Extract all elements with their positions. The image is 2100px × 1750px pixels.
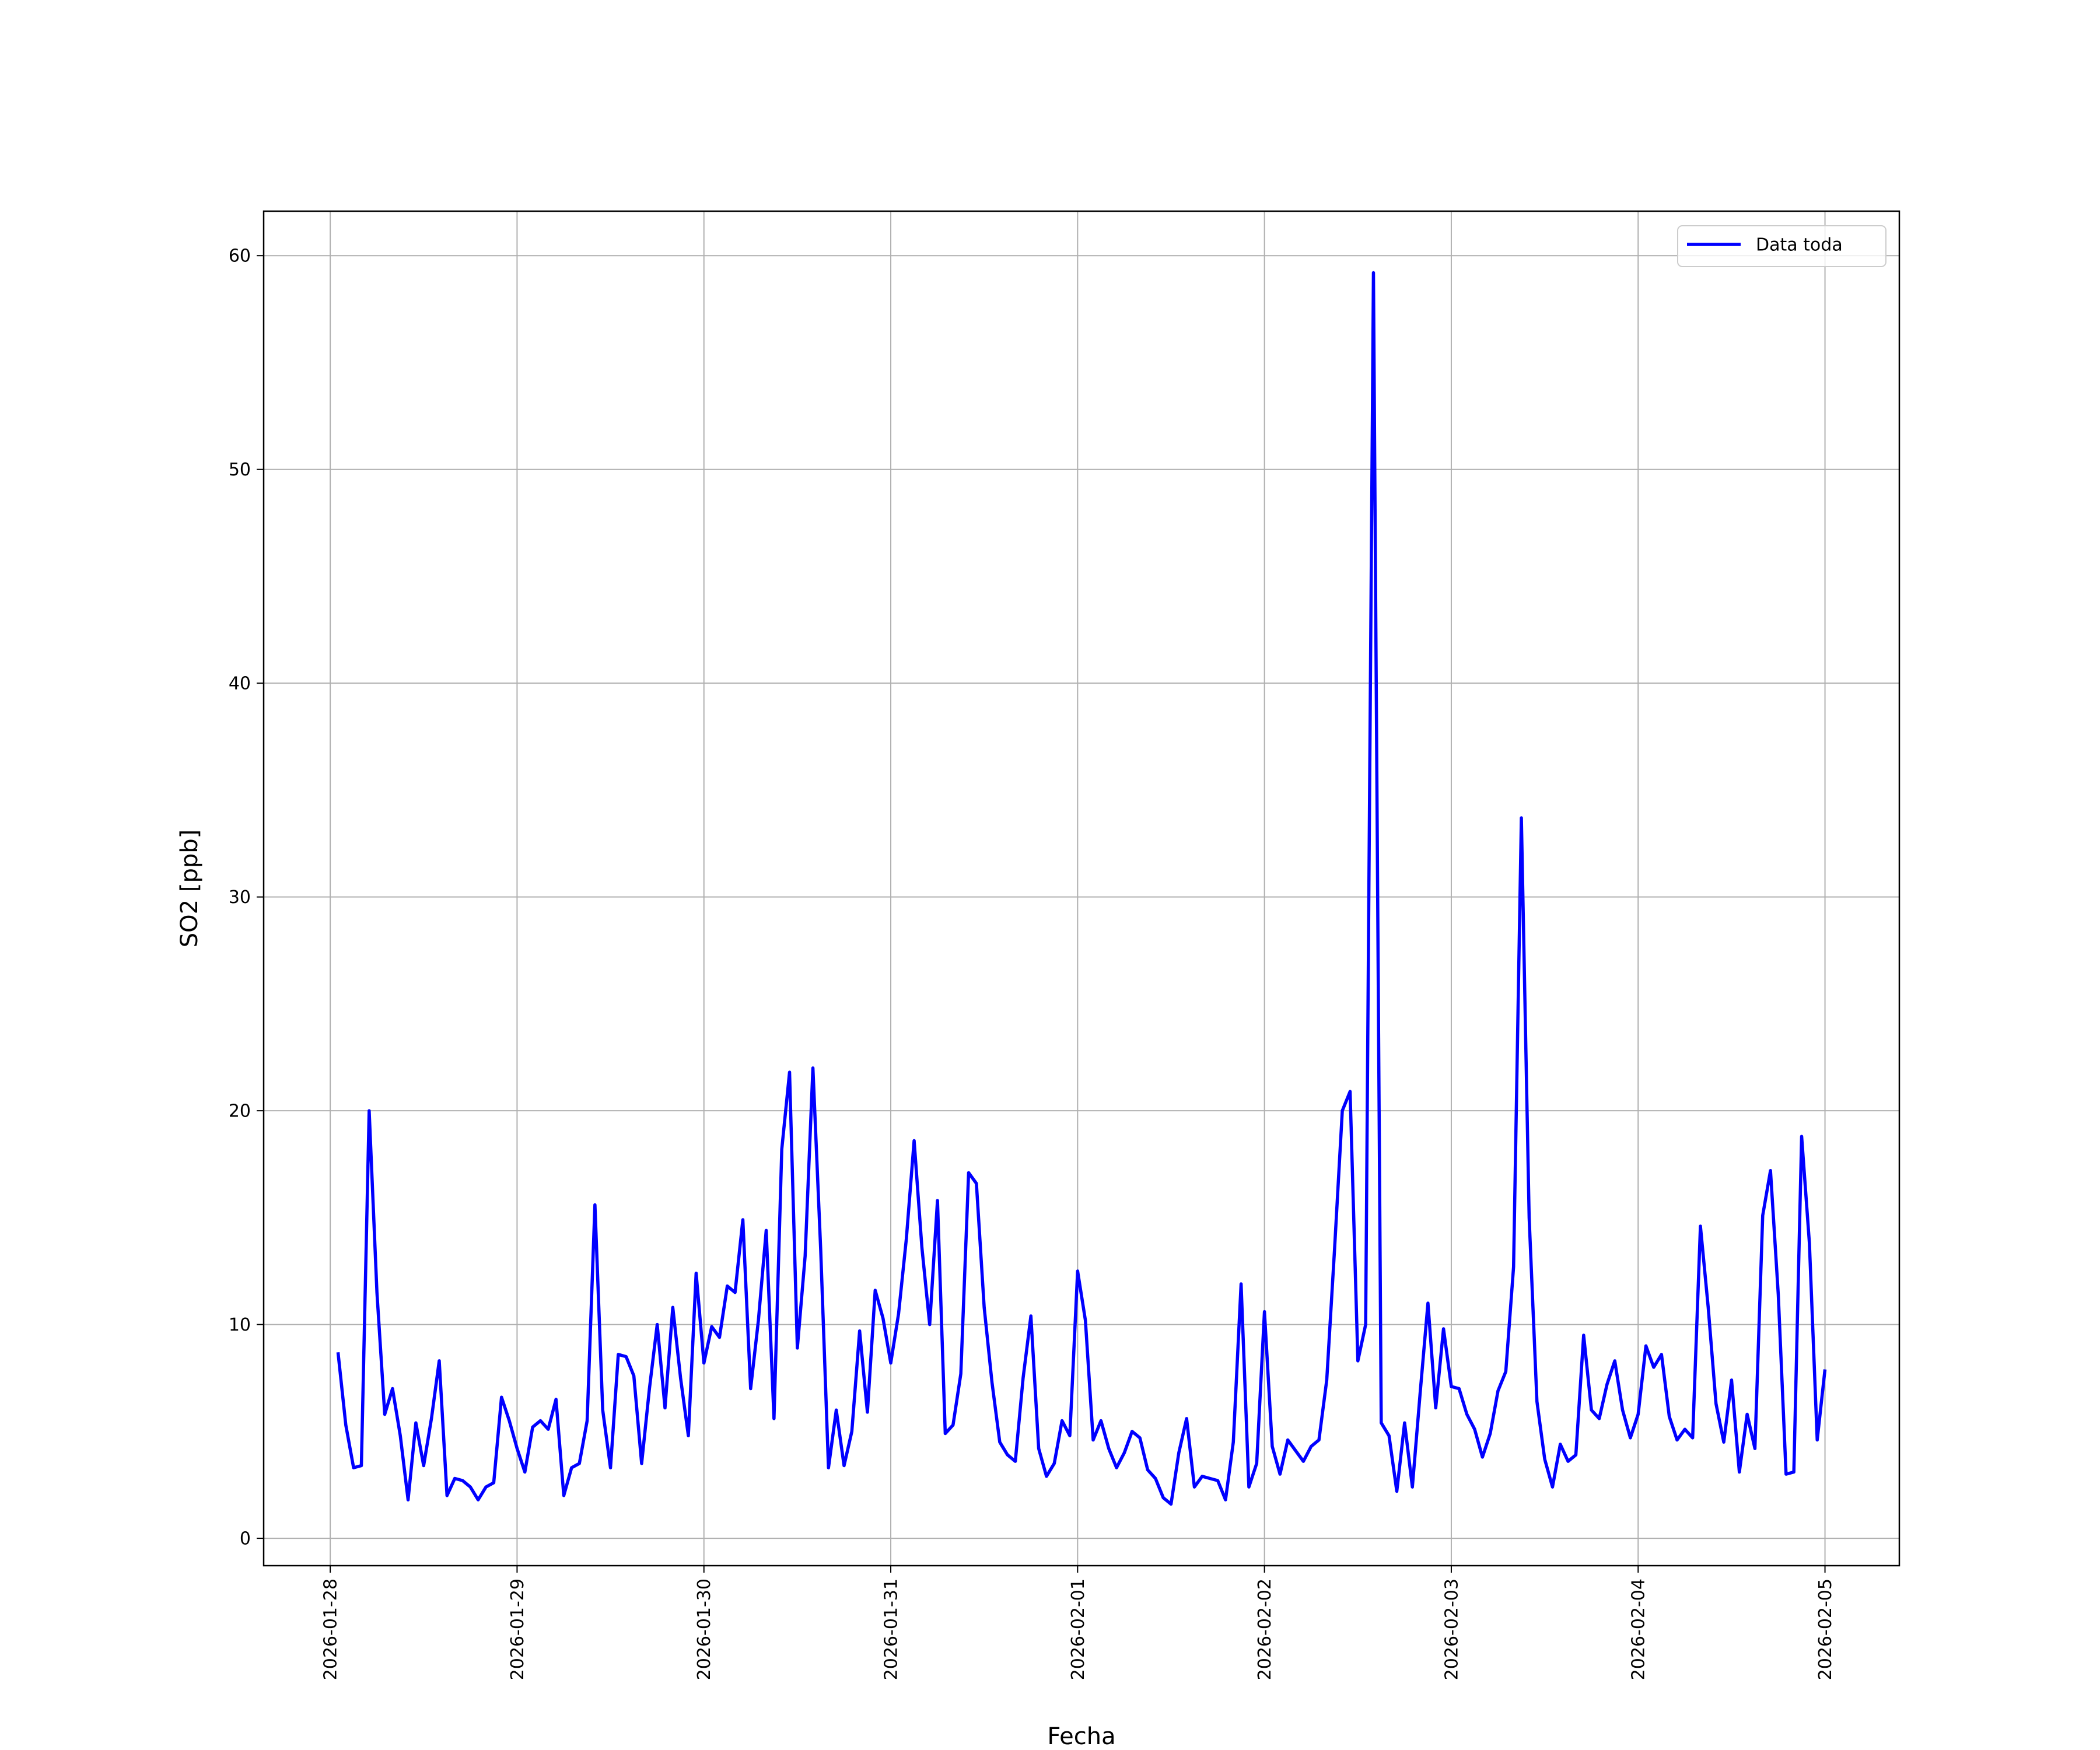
x-tick-label: 2026-01-28 [321, 1578, 341, 1680]
y-axis-label: SO2 [ppb] [176, 830, 203, 947]
legend: Data toda [1677, 225, 1887, 267]
data-line [336, 271, 1827, 1506]
grid [264, 211, 1899, 1566]
y-tick-label: 50 [229, 460, 251, 480]
y-tick-label: 10 [229, 1315, 251, 1335]
legend-box [1677, 225, 1887, 267]
x-tick-label: 2026-02-04 [1629, 1578, 1649, 1680]
y-tick-label: 20 [229, 1101, 251, 1122]
x-tick-label: 2026-02-01 [1068, 1578, 1088, 1680]
y-tick-label: 60 [229, 246, 251, 267]
x-tick-label: 2026-02-03 [1441, 1578, 1462, 1680]
y-tick-label: 30 [229, 887, 251, 908]
plot-area [336, 271, 1827, 1506]
x-tick-label: 2026-01-30 [694, 1578, 715, 1680]
x-tick-label: 2026-01-29 [508, 1578, 528, 1680]
axes-frame [262, 210, 1901, 1567]
y-tick-label: 40 [229, 674, 251, 694]
x-tick-label: 2026-01-31 [881, 1578, 902, 1680]
legend-label: Data toda [1756, 235, 1843, 256]
axes: 0 10 20 30 40 50 60 2026-01-28 2026-01-29 2026-01… [229, 246, 1836, 1681]
x-tick-label: 2026-02-02 [1255, 1578, 1275, 1680]
y-tick-label: 0 [240, 1529, 251, 1549]
x-tick-label: 2026-02-05 [1815, 1578, 1836, 1680]
x-axis-label: Fecha [1047, 1723, 1115, 1750]
